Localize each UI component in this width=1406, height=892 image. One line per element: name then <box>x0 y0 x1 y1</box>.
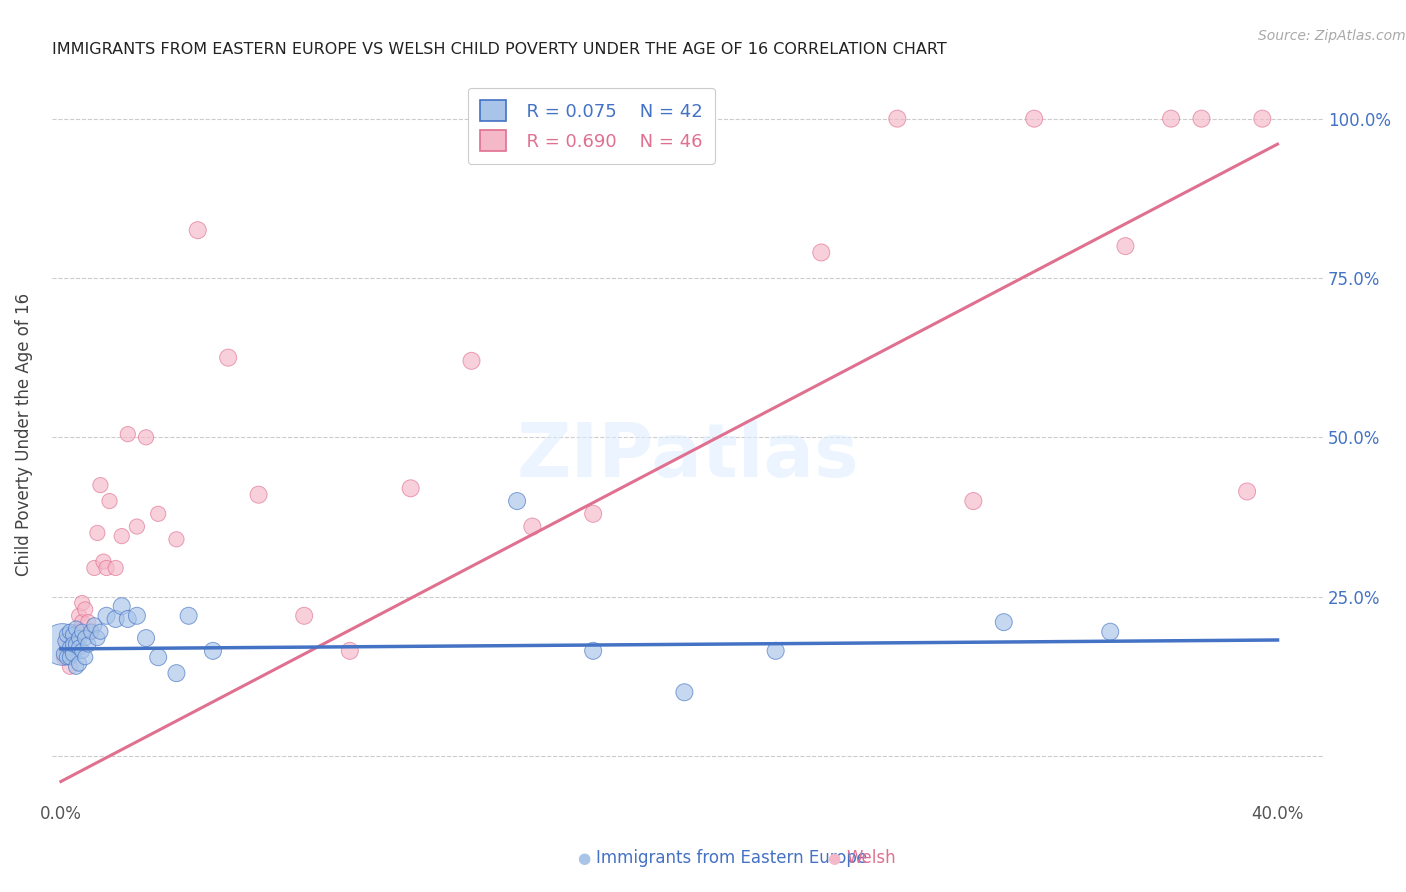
Point <box>62 628 84 642</box>
Point <box>166 666 188 681</box>
Point <box>96 608 118 623</box>
Point <box>582 507 605 521</box>
Point <box>1160 112 1182 126</box>
Point <box>1114 239 1136 253</box>
Text: ●: ● <box>827 851 841 865</box>
Point <box>70 596 93 610</box>
Point <box>187 223 209 237</box>
Point <box>59 624 82 639</box>
Point <box>77 615 100 629</box>
Point <box>70 624 93 639</box>
Point <box>67 631 90 645</box>
Text: Welsh: Welsh <box>846 849 896 867</box>
Point <box>98 494 121 508</box>
Text: Immigrants from Eastern Europe: Immigrants from Eastern Europe <box>596 849 868 867</box>
Point <box>673 685 696 699</box>
Point <box>689 112 711 126</box>
Point <box>148 650 170 665</box>
Point <box>1099 624 1122 639</box>
Point <box>810 245 832 260</box>
Point <box>104 612 127 626</box>
Point <box>62 644 84 658</box>
Point <box>51 637 73 651</box>
Point <box>89 478 111 492</box>
Point <box>70 615 93 629</box>
Point <box>104 561 127 575</box>
Point <box>765 644 787 658</box>
Point <box>56 628 79 642</box>
Point <box>506 494 529 508</box>
Point <box>65 637 87 651</box>
Point <box>148 507 170 521</box>
Point <box>65 624 87 639</box>
Point <box>1024 112 1046 126</box>
Legend:   R = 0.075    N = 42,   R = 0.690    N = 46: R = 0.075 N = 42, R = 0.690 N = 46 <box>468 87 716 164</box>
Point <box>111 599 134 614</box>
Point <box>117 427 139 442</box>
Point <box>217 351 239 365</box>
Point <box>62 647 84 661</box>
Point <box>83 618 105 632</box>
Point <box>75 602 97 616</box>
Point <box>993 615 1015 629</box>
Point <box>75 650 97 665</box>
Point <box>135 430 157 444</box>
Point <box>96 561 118 575</box>
Y-axis label: Child Poverty Under the Age of 16: Child Poverty Under the Age of 16 <box>15 293 32 575</box>
Point <box>93 555 115 569</box>
Point <box>55 634 77 648</box>
Point <box>89 624 111 639</box>
Point <box>59 660 82 674</box>
Point <box>292 608 315 623</box>
Text: IMMIGRANTS FROM EASTERN EUROPE VS WELSH CHILD POVERTY UNDER THE AGE OF 16 CORREL: IMMIGRANTS FROM EASTERN EUROPE VS WELSH … <box>52 42 946 57</box>
Point <box>65 660 87 674</box>
Point <box>67 657 90 671</box>
Point <box>117 612 139 626</box>
Point <box>67 624 90 639</box>
Point <box>1191 112 1213 126</box>
Point <box>1251 112 1274 126</box>
Point <box>166 533 188 547</box>
Point <box>339 644 361 658</box>
Point <box>460 354 482 368</box>
Text: ZIPatlas: ZIPatlas <box>516 419 859 492</box>
Point <box>111 529 134 543</box>
Point <box>886 112 908 126</box>
Point <box>56 650 79 665</box>
Point <box>56 637 79 651</box>
Point <box>201 644 224 658</box>
Point <box>83 561 105 575</box>
Point <box>59 640 82 655</box>
Point <box>177 608 200 623</box>
Point <box>59 650 82 665</box>
Point <box>67 608 90 623</box>
Point <box>125 519 148 533</box>
Text: ●: ● <box>576 851 591 865</box>
Point <box>86 525 108 540</box>
Point <box>70 644 93 658</box>
Point <box>65 637 87 651</box>
Point <box>52 650 75 665</box>
Point <box>80 624 103 639</box>
Point <box>399 481 422 495</box>
Point <box>62 637 84 651</box>
Point <box>86 631 108 645</box>
Point <box>582 644 605 658</box>
Point <box>65 622 87 636</box>
Point <box>1236 484 1258 499</box>
Point <box>125 608 148 623</box>
Point <box>77 637 100 651</box>
Point <box>80 624 103 639</box>
Point <box>962 494 984 508</box>
Point <box>135 631 157 645</box>
Point <box>247 488 270 502</box>
Point <box>522 519 544 533</box>
Point <box>52 647 75 661</box>
Point <box>59 631 82 645</box>
Text: Source: ZipAtlas.com: Source: ZipAtlas.com <box>1258 29 1406 43</box>
Point <box>75 631 97 645</box>
Point <box>67 640 90 655</box>
